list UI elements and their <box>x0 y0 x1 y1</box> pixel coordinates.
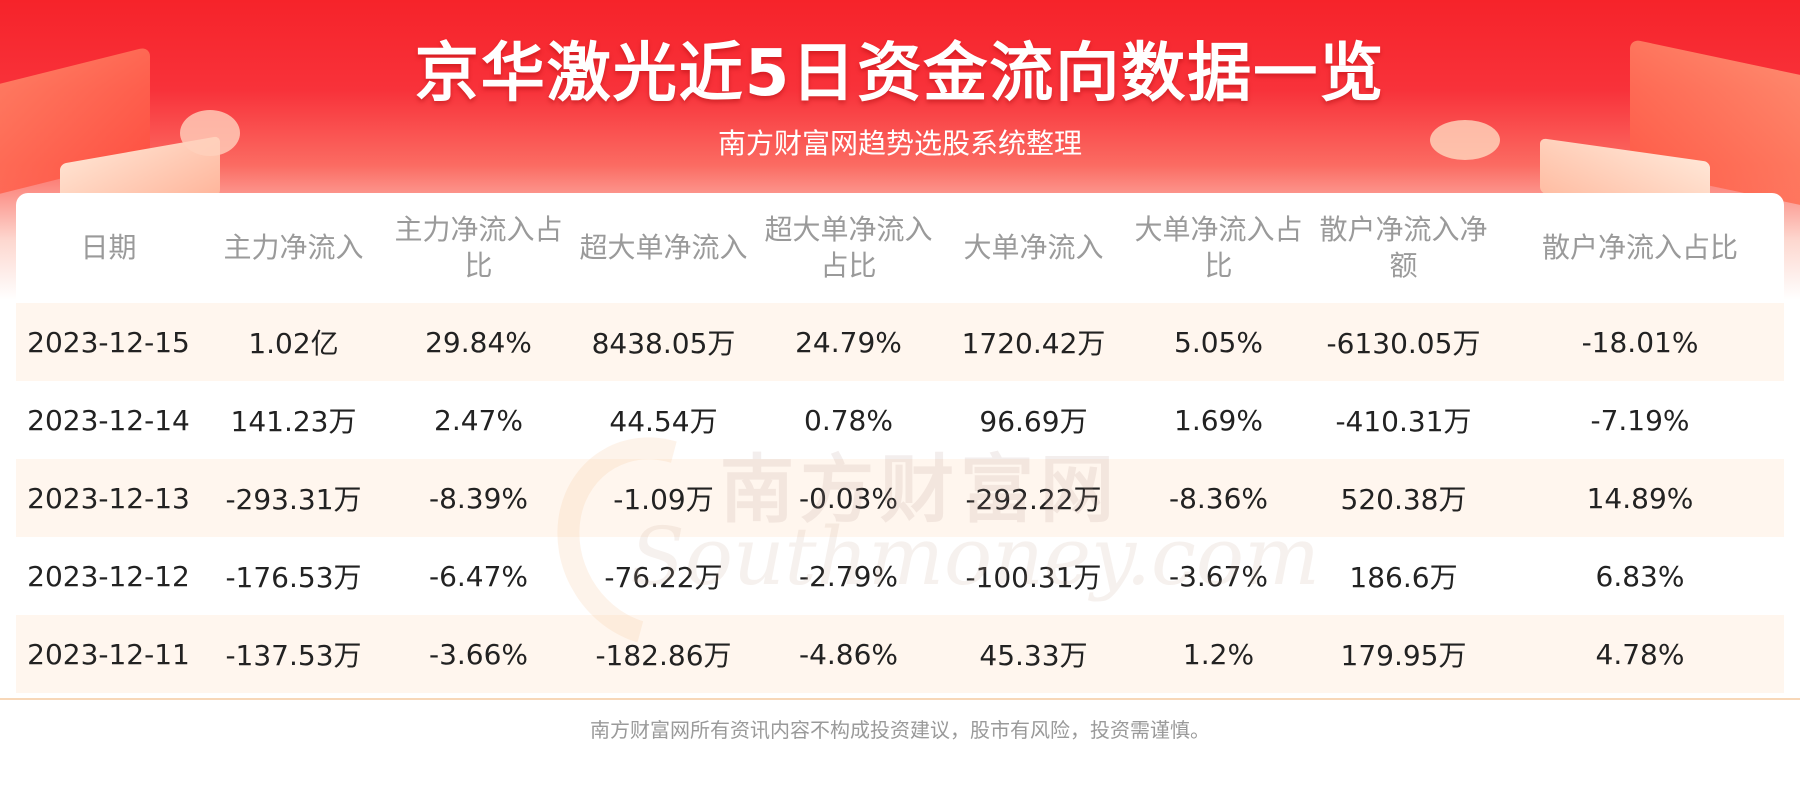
table-cell: 29.84% <box>386 303 571 381</box>
table-cell: 5.05% <box>1126 303 1311 381</box>
table-cell: -3.66% <box>386 615 571 693</box>
column-header-xl-inflow: 超大单净流入 <box>579 231 748 264</box>
table-cell: 186.6万 <box>1311 537 1496 615</box>
table-cell: 179.95万 <box>1311 615 1496 693</box>
table-cell: -137.53万 <box>201 615 386 693</box>
table-cell: -410.31万 <box>1311 381 1496 459</box>
page-subtitle: 南方财富网趋势选股系统整理 <box>717 127 1082 160</box>
table-cell: 520.38万 <box>1311 459 1496 537</box>
page-title: 京华激光近5日资金流向数据一览 <box>414 37 1386 111</box>
table-row: 2023-12-15 1.02亿 29.84% 8438.05万 24.79% … <box>16 303 1784 381</box>
table-cell: 1.69% <box>1126 381 1311 459</box>
table-cell: 141.23万 <box>201 381 386 459</box>
table-cell: 8438.05万 <box>571 303 756 381</box>
table-cell: 2023-12-14 <box>16 381 201 459</box>
column-header-main-inflow: 主力净流入 <box>223 231 364 264</box>
table-cell: 44.54万 <box>571 381 756 459</box>
table-cell: -76.22万 <box>571 537 756 615</box>
column-header-retail-ratio: 散户净流入占比 <box>1541 231 1738 264</box>
fund-flow-table: 日期 主力净流入 主力净流入占比 超大单净流入 超大单净流入占比 大单净流入 大… <box>16 193 1784 693</box>
decorative-shape <box>1430 120 1500 160</box>
table-cell: -6130.05万 <box>1311 303 1496 381</box>
table-cell: 0.78% <box>756 381 941 459</box>
table-cell: 45.33万 <box>941 615 1126 693</box>
column-header-date: 日期 <box>80 231 137 264</box>
column-header-large-inflow: 大单净流入 <box>963 231 1104 264</box>
footer-divider <box>0 698 1800 700</box>
table-cell: -100.31万 <box>941 537 1126 615</box>
table-cell: 2.47% <box>386 381 571 459</box>
table-cell: 2023-12-12 <box>16 537 201 615</box>
table-row: 2023-12-11 -137.53万 -3.66% -182.86万 -4.8… <box>16 615 1784 693</box>
table-cell: 96.69万 <box>941 381 1126 459</box>
table-cell: -182.86万 <box>571 615 756 693</box>
column-header-large-ratio: 大单净流入占比 <box>1134 213 1303 282</box>
table-cell: -18.01% <box>1496 303 1784 381</box>
table-cell: 4.78% <box>1496 615 1784 693</box>
decorative-shape <box>180 110 240 156</box>
table-cell: -6.47% <box>386 537 571 615</box>
table-cell: -176.53万 <box>201 537 386 615</box>
column-header-xl-ratio: 超大单净流入占比 <box>764 213 933 282</box>
table-cell: 2023-12-15 <box>16 303 201 381</box>
table-cell: -0.03% <box>756 459 941 537</box>
table-cell: -8.39% <box>386 459 571 537</box>
footer-disclaimer: 南方财富网所有资讯内容不构成投资建议，股市有风险，投资需谨慎。 <box>590 718 1210 742</box>
table-cell: -1.09万 <box>571 459 756 537</box>
table-cell: -4.86% <box>756 615 941 693</box>
table-cell: 1.02亿 <box>201 303 386 381</box>
table-row: 2023-12-13 -293.31万 -8.39% -1.09万 -0.03%… <box>16 459 1784 537</box>
table-cell: -2.79% <box>756 537 941 615</box>
table-cell: -7.19% <box>1496 381 1784 459</box>
table-cell: 1.2% <box>1126 615 1311 693</box>
table-cell: -292.22万 <box>941 459 1126 537</box>
column-header-main-ratio: 主力净流入占比 <box>394 213 563 282</box>
table-cell: 14.89% <box>1496 459 1784 537</box>
table-row: 2023-12-14 141.23万 2.47% 44.54万 0.78% 96… <box>16 381 1784 459</box>
column-header-retail-inflow: 散户净流入净额 <box>1319 213 1488 282</box>
table-cell: 2023-12-11 <box>16 615 201 693</box>
table-cell: 1720.42万 <box>941 303 1126 381</box>
table-cell: 24.79% <box>756 303 941 381</box>
table-cell: 6.83% <box>1496 537 1784 615</box>
table-cell: -3.67% <box>1126 537 1311 615</box>
table-cell: 2023-12-13 <box>16 459 201 537</box>
table-header-row: 日期 主力净流入 主力净流入占比 超大单净流入 超大单净流入占比 大单净流入 大… <box>16 193 1784 303</box>
table-cell: -293.31万 <box>201 459 386 537</box>
data-panel: 日期 主力净流入 主力净流入占比 超大单净流入 超大单净流入占比 大单净流入 大… <box>16 193 1784 698</box>
table-row: 2023-12-12 -176.53万 -6.47% -76.22万 -2.79… <box>16 537 1784 615</box>
table-cell: -8.36% <box>1126 459 1311 537</box>
